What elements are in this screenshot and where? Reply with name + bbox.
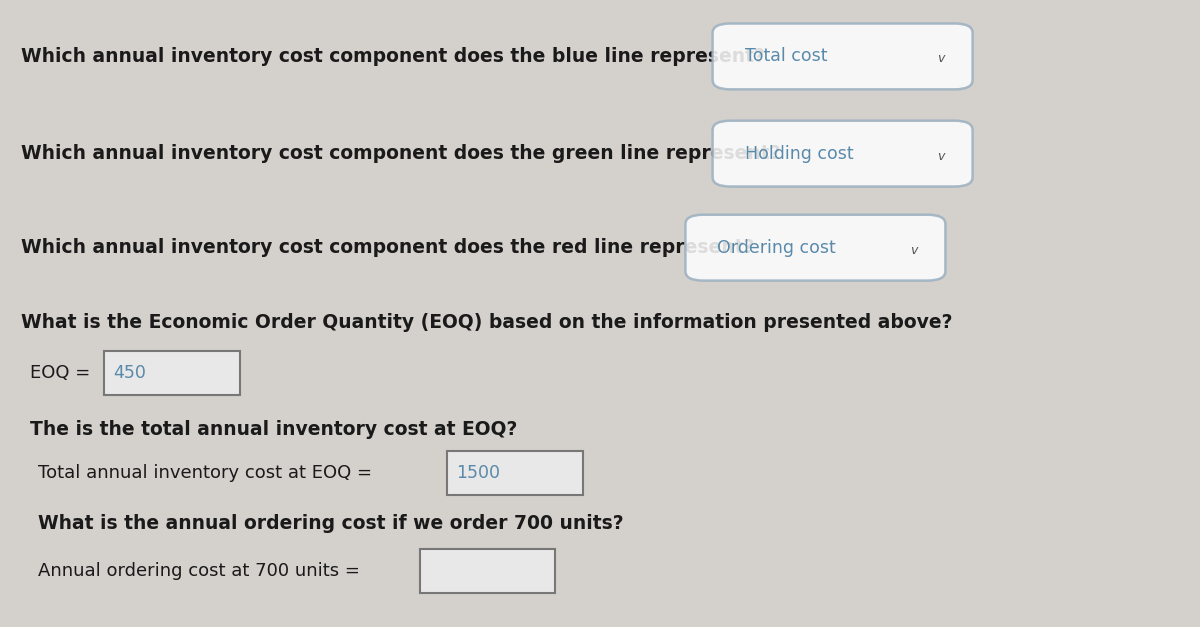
FancyBboxPatch shape: [713, 120, 972, 187]
Text: Holding cost: Holding cost: [744, 145, 853, 162]
Text: What is the annual ordering cost if we order 700 units?: What is the annual ordering cost if we o…: [38, 514, 624, 533]
Text: What is the Economic Order Quantity (EOQ) based on the information presented abo: What is the Economic Order Quantity (EOQ…: [22, 314, 953, 332]
Text: 1500: 1500: [456, 465, 500, 482]
Text: v: v: [937, 150, 944, 162]
Text: Total cost: Total cost: [744, 48, 827, 65]
Bar: [446, 451, 583, 495]
Text: Total annual inventory cost at EOQ =: Total annual inventory cost at EOQ =: [38, 465, 378, 482]
FancyBboxPatch shape: [713, 23, 972, 89]
Text: Which annual inventory cost component does the green line represent?: Which annual inventory cost component do…: [22, 144, 781, 163]
Text: v: v: [937, 53, 944, 65]
Text: 450: 450: [114, 364, 146, 382]
Text: Ordering cost: Ordering cost: [718, 239, 836, 256]
Text: The is the total annual inventory cost at EOQ?: The is the total annual inventory cost a…: [30, 420, 517, 439]
Text: v: v: [910, 244, 917, 256]
Text: Which annual inventory cost component does the blue line represent?: Which annual inventory cost component do…: [22, 47, 766, 66]
Text: EOQ =: EOQ =: [30, 364, 96, 382]
Bar: [104, 351, 240, 395]
Text: Annual ordering cost at 700 units =: Annual ordering cost at 700 units =: [38, 562, 366, 579]
Text: Which annual inventory cost component does the red line represent?: Which annual inventory cost component do…: [22, 238, 755, 257]
Bar: [420, 549, 556, 593]
FancyBboxPatch shape: [685, 214, 946, 281]
